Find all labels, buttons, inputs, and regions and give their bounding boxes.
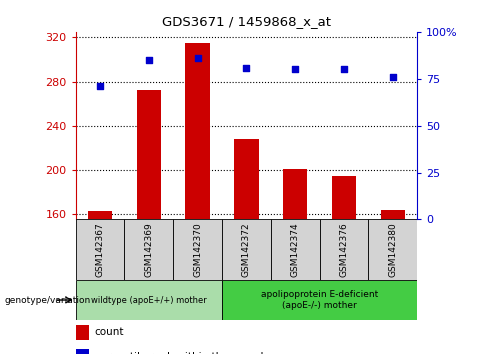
Point (96, 84, 104, 89)
Text: GSM142369: GSM142369 (144, 222, 153, 277)
Bar (222, 219, 271, 280)
Bar (76, 325, 89, 340)
Bar (320, 219, 368, 280)
Text: GSM142374: GSM142374 (291, 222, 300, 277)
Bar (88, 211, 112, 219)
Text: GSM142372: GSM142372 (242, 222, 251, 277)
Bar (271, 219, 320, 280)
Text: GSM142376: GSM142376 (340, 222, 348, 277)
Text: GSM142370: GSM142370 (193, 222, 202, 277)
Text: count: count (95, 327, 124, 337)
Bar (332, 176, 356, 219)
Title: GDS3671 / 1459868_x_at: GDS3671 / 1459868_x_at (162, 15, 331, 28)
Point (145, 57, 153, 63)
Bar (381, 210, 405, 219)
Bar (222, 280, 417, 320)
Point (243, 65, 250, 70)
Bar (234, 139, 259, 219)
Text: percentile rank within the sample: percentile rank within the sample (95, 352, 270, 354)
Bar (76, 280, 222, 320)
Bar (76, 349, 89, 354)
Point (291, 67, 299, 72)
Bar (173, 219, 222, 280)
Bar (368, 219, 417, 280)
Text: wildtype (apoE+/+) mother: wildtype (apoE+/+) mother (91, 296, 207, 304)
Bar (185, 43, 210, 219)
Text: genotype/variation: genotype/variation (5, 296, 91, 304)
Text: apolipoprotein E-deficient
(apoE-/-) mother: apolipoprotein E-deficient (apoE-/-) mot… (261, 290, 378, 310)
Text: GSM142367: GSM142367 (96, 222, 104, 277)
Point (340, 67, 348, 72)
Bar (124, 219, 173, 280)
Bar (283, 169, 307, 219)
Point (389, 74, 397, 80)
Bar (137, 90, 161, 219)
Text: GSM142380: GSM142380 (388, 222, 397, 277)
Point (194, 55, 202, 61)
Bar (76, 219, 124, 280)
